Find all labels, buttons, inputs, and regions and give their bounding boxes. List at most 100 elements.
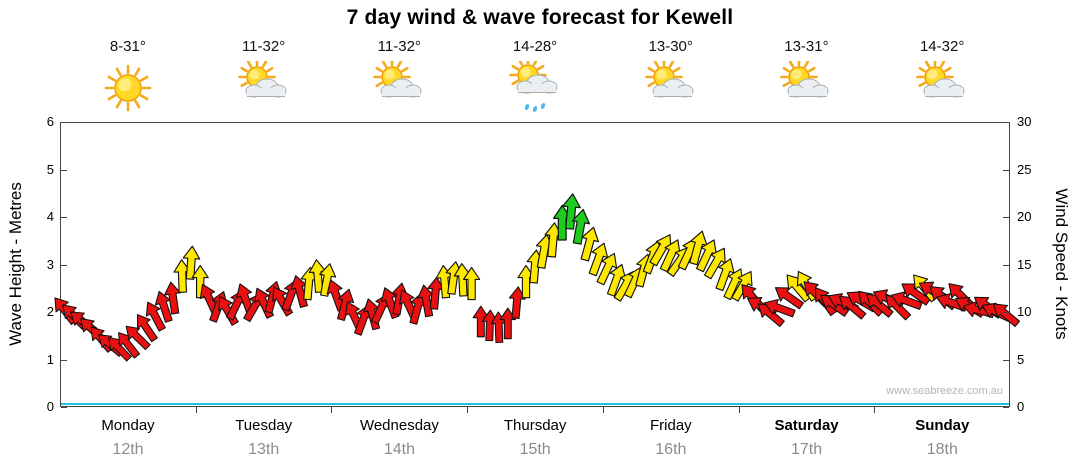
- left-axis-tick: [61, 264, 67, 266]
- weather-icon-sun-cloud-rain: [508, 56, 562, 115]
- right-axis-tick-label: 5: [1017, 351, 1025, 367]
- day-name: Thursday: [503, 417, 567, 434]
- day-date: 16th: [655, 441, 687, 458]
- wind-arrow: [596, 252, 618, 286]
- wind-arrow: [571, 208, 591, 245]
- temperature-range: 11-32°: [241, 38, 286, 55]
- x-axis-day-tuesday: Tuesday 13th: [196, 417, 332, 459]
- wind-arrow: [993, 303, 1021, 328]
- wind-arrow: [182, 245, 201, 280]
- wind-arrow: [164, 281, 181, 315]
- temperature-range: 14-32°: [919, 38, 965, 55]
- x-axis-day-wednesday: Wednesday 14th: [331, 417, 467, 459]
- left-axis-tick-label: 0: [46, 399, 54, 414]
- day-name: Tuesday: [235, 417, 293, 434]
- wind-arrow: [562, 193, 581, 230]
- x-axis-day-friday: Friday 16th: [603, 417, 739, 459]
- day-name: Wednesday: [359, 417, 439, 434]
- day-forecast-saturday: 13-31°: [738, 38, 874, 115]
- day-name: Monday: [101, 417, 155, 434]
- left-axis-tick: [61, 122, 67, 123]
- x-axis-day-thursday: Thursday 15th: [467, 417, 603, 459]
- wind-arrow: [462, 266, 481, 301]
- day-forecast-friday: 13-30°: [603, 38, 739, 115]
- day-date: 13th: [248, 441, 280, 458]
- wind-arrow: [890, 291, 923, 310]
- day-date: 15th: [519, 441, 551, 458]
- day-boundary-tick: [331, 407, 333, 413]
- right-axis-tick-label: 0: [1017, 399, 1025, 414]
- weather-icon-sun-cloud: [915, 58, 969, 115]
- day-forecast-sunday: 14-32°: [874, 38, 1010, 115]
- zero-baseline: [61, 403, 1009, 405]
- day-forecast-tuesday: 11-32°: [196, 38, 332, 115]
- right-axis-tick-label: 20: [1017, 209, 1032, 224]
- left-axis-title: Wave Height - Metres: [6, 182, 25, 346]
- watermark: www.seabreeze.com.au: [886, 385, 1003, 397]
- day-boundary-tick: [738, 407, 740, 413]
- weather-icon-sun-cloud: [237, 58, 291, 115]
- temperature-range: 13-30°: [648, 38, 693, 55]
- day-date: 17th: [790, 441, 823, 458]
- x-axis-day-monday: Monday 12th: [60, 417, 196, 459]
- right-axis-tick: [1003, 407, 1009, 408]
- right-axis-tick: [1003, 217, 1009, 218]
- day-date: 18th: [926, 441, 958, 458]
- left-axis-tick: [61, 359, 67, 361]
- wind-arrow: [336, 288, 355, 321]
- weather-icon-sun-cloud: [779, 58, 833, 115]
- x-axis-day-saturday: Saturday 17th: [739, 417, 875, 459]
- day-boundary-tick: [467, 407, 469, 413]
- wind-arrow: [319, 263, 337, 297]
- left-axis-tick-label: 4: [46, 209, 54, 224]
- wind-arrow: [580, 226, 600, 262]
- wind-arrow: [136, 314, 158, 343]
- day-date: 14th: [383, 441, 415, 458]
- x-axis-day-sunday: Sunday 18th: [874, 417, 1010, 459]
- right-axis-tick-label: 10: [1017, 304, 1032, 319]
- wind-arrow-layer: [54, 193, 1021, 362]
- right-axis-tick: [1003, 312, 1009, 313]
- right-axis-tick: [1003, 169, 1009, 171]
- left-axis-tick-label: 6: [46, 114, 54, 129]
- chart-title: 7 day wind & wave forecast for Kewell: [346, 6, 734, 29]
- right-axis-tick: [1003, 122, 1009, 123]
- right-axis-tick: [1003, 264, 1009, 266]
- right-axis-tick: [1003, 359, 1009, 361]
- temperature-range: 13-31°: [784, 38, 829, 55]
- left-axis-tick: [61, 217, 67, 218]
- wind-arrow: [508, 286, 526, 320]
- left-axis-tick: [61, 407, 67, 408]
- day-forecast-wednesday: 11-32°: [331, 38, 467, 115]
- temperature-range: 14-28°: [512, 38, 558, 55]
- day-forecast-thursday: 14-28°: [467, 38, 603, 115]
- day-name: Saturday: [774, 417, 839, 434]
- day-boundary-tick: [602, 407, 604, 413]
- wind-arrow: [499, 307, 516, 340]
- wind-arrow: [764, 299, 796, 318]
- day-boundary-tick: [874, 407, 876, 413]
- day-name: Friday: [650, 417, 692, 434]
- right-axis-tick-label: 25: [1017, 161, 1032, 177]
- day-boundary-tick: [195, 407, 197, 413]
- right-axis-tick-label: 30: [1017, 114, 1032, 129]
- temperature-range: 11-32°: [377, 38, 421, 55]
- left-axis-tick-label: 1: [46, 351, 54, 367]
- temperature-range: 8-31°: [109, 38, 146, 55]
- weather-icon-sun-cloud: [372, 58, 426, 115]
- day-name: Sunday: [915, 417, 970, 434]
- left-axis-tick: [61, 169, 67, 171]
- day-date: 12th: [112, 441, 144, 458]
- wind-arrow: [715, 258, 735, 292]
- right-axis-title: Wind Speed - Knots: [1052, 188, 1071, 340]
- weather-icon-sunny: [101, 61, 155, 115]
- left-axis-tick-label: 3: [46, 256, 54, 272]
- left-axis-tick-label: 5: [46, 161, 54, 177]
- left-axis-tick: [61, 312, 67, 313]
- wind-arrow: [145, 301, 166, 332]
- wind-arrow: [125, 325, 151, 351]
- left-axis-tick-label: 2: [46, 304, 54, 319]
- right-axis-tick-label: 15: [1017, 256, 1032, 272]
- day-forecast-monday: 8-31°: [60, 38, 196, 115]
